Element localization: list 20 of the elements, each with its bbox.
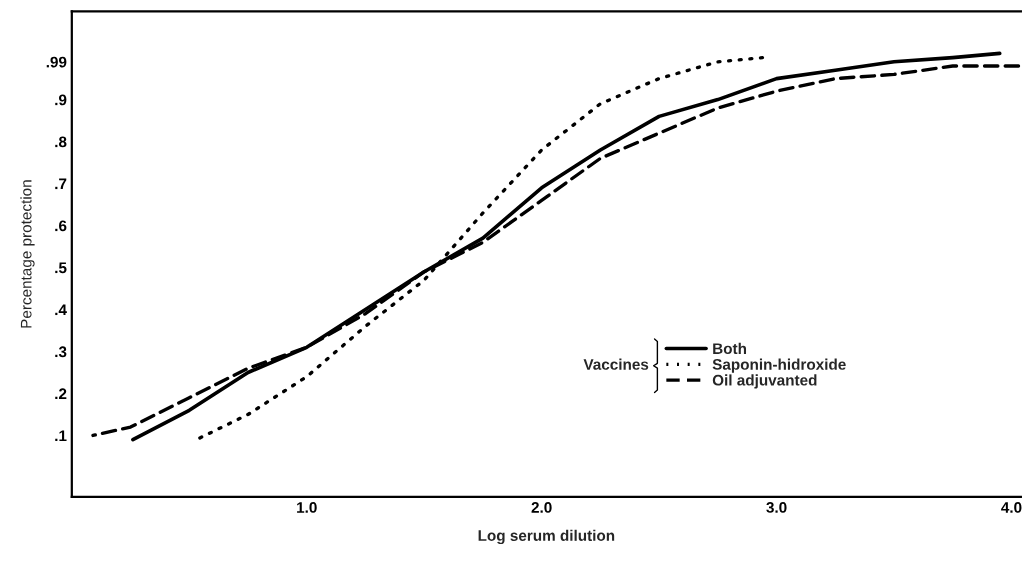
y-axis-title: Percentage protection: [20, 180, 35, 328]
x-axis-title: Log serum dilution: [478, 529, 615, 545]
y-tick-label: .2: [55, 388, 67, 400]
legend-label: Saponin-hidroxide: [712, 358, 846, 373]
x-tick-label: 2.0: [531, 502, 552, 513]
y-tick-label: .6: [55, 220, 67, 232]
y-tick-label: .3: [55, 346, 67, 358]
legend-label: Oil adjuvanted: [712, 374, 817, 389]
y-tick-label: .9: [55, 94, 67, 106]
y-tick-label: .4: [55, 304, 67, 316]
y-tick-label: .7: [55, 178, 67, 190]
x-tick-label: 4.0: [1001, 502, 1022, 513]
y-tick-label: .99: [46, 56, 67, 68]
x-tick-label: 1.0: [297, 502, 317, 513]
y-tick-label: .8: [55, 136, 67, 148]
x-tick-label: 3.0: [766, 502, 787, 513]
legend-label: Both: [713, 342, 747, 355]
legend-title: Vaccines: [583, 358, 649, 370]
y-tick-label: .5: [55, 262, 67, 274]
y-tick-label: .1: [55, 430, 67, 442]
